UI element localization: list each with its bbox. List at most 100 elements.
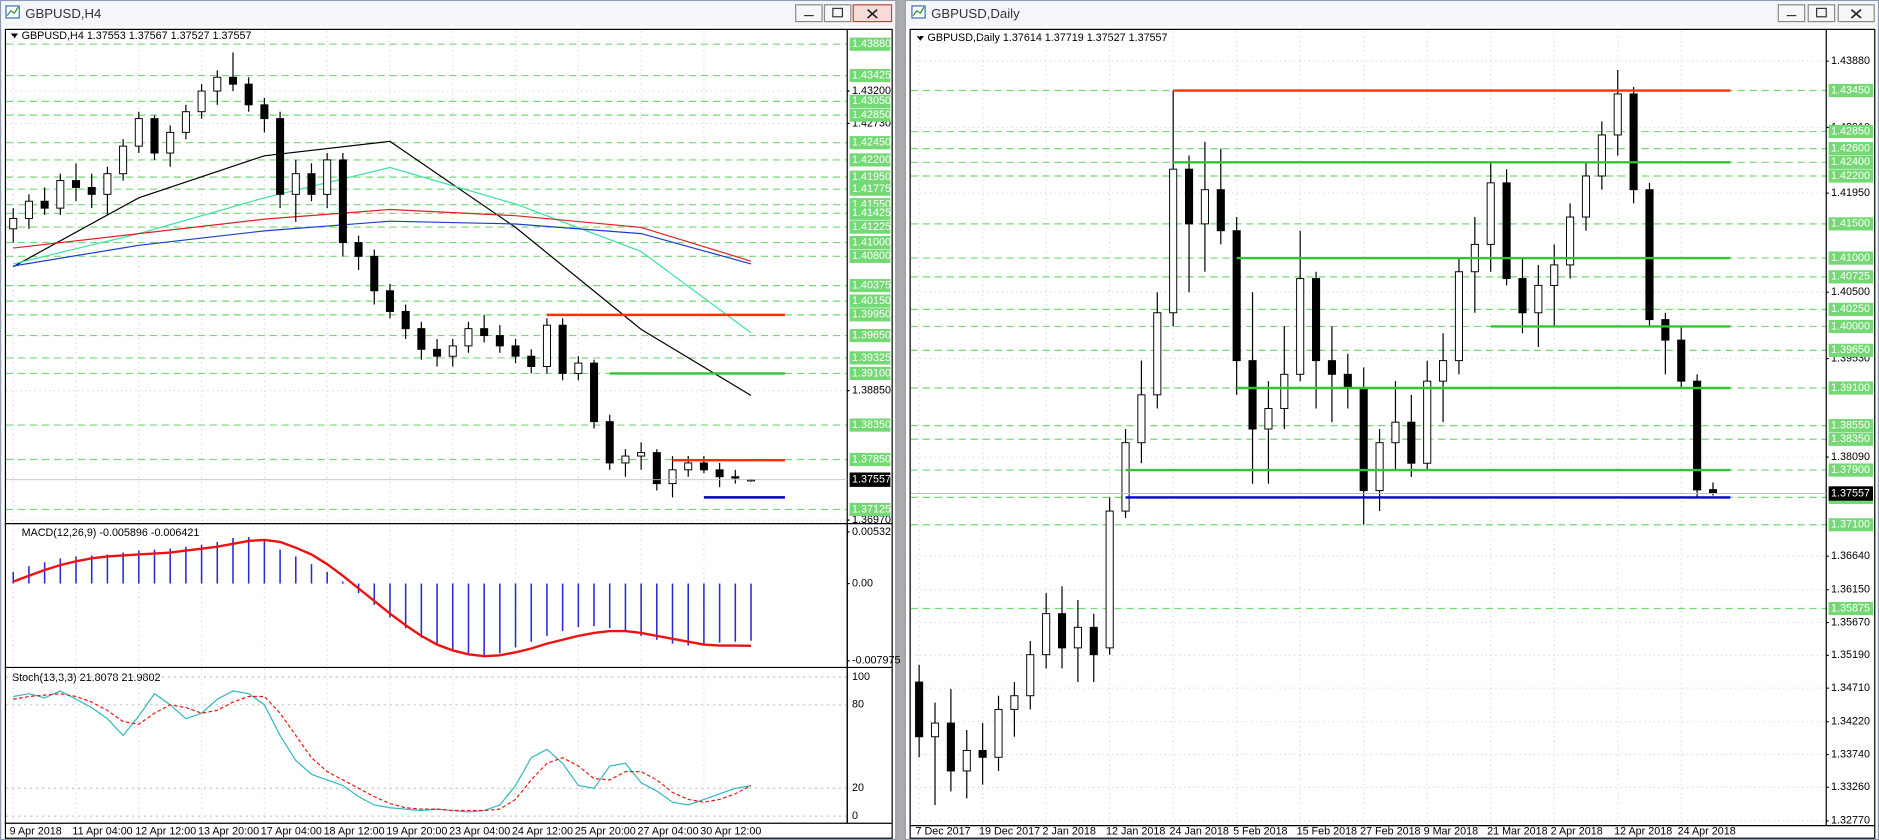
level-label: 1.42400 xyxy=(1831,156,1870,168)
level-label-box xyxy=(849,182,891,196)
candle-body xyxy=(1343,373,1352,389)
candle-body xyxy=(181,111,190,133)
level-label-box xyxy=(849,328,891,343)
x-tick-label: 24 Apr 2018 xyxy=(1678,825,1736,837)
candle-body xyxy=(9,217,18,230)
candle-body xyxy=(323,159,332,195)
candle-body xyxy=(448,345,457,357)
y-tick-label: 1.43880 xyxy=(1831,55,1870,67)
level-label: 1.42200 xyxy=(852,154,891,166)
candle-body xyxy=(1216,189,1225,232)
candle-body xyxy=(1566,216,1575,266)
candle-body xyxy=(946,722,955,772)
x-tick-label: 19 Dec 2017 xyxy=(979,825,1040,837)
minimize-button[interactable] xyxy=(795,4,823,23)
maximize-button[interactable] xyxy=(823,4,852,23)
minimize-button[interactable] xyxy=(1777,4,1806,23)
x-tick-label: 2 Jan 2018 xyxy=(1043,825,1096,837)
y-tick-label: 1.34220 xyxy=(1831,716,1870,728)
moving-average xyxy=(13,220,752,267)
candle-body xyxy=(134,118,143,147)
window-icon-graph xyxy=(912,6,925,16)
x-tick-label: 23 Apr 04:00 xyxy=(449,825,510,837)
y-tick-label: -0.007975 xyxy=(852,655,901,667)
candle-body xyxy=(276,118,285,195)
candle-body xyxy=(731,476,740,479)
candle-body xyxy=(1407,421,1416,464)
chart-menu-arrow[interactable] xyxy=(10,33,19,39)
last-price-box xyxy=(1828,486,1873,501)
x-tick-label: 11 Apr 04:00 xyxy=(72,825,132,837)
candle-body xyxy=(1137,394,1146,444)
candle-body xyxy=(574,362,583,374)
candle-body xyxy=(1312,278,1321,362)
candle-body xyxy=(480,328,489,337)
y-tick-label: 1.42730 xyxy=(852,117,891,129)
macd-label: MACD(12,26,9) -0.005896 -0.006421 xyxy=(22,527,200,539)
x-tick-label: 25 Apr 20:00 xyxy=(575,825,636,837)
candle-body xyxy=(527,355,536,368)
level-label-box xyxy=(849,249,891,263)
level-label-box xyxy=(849,68,891,83)
candle-body xyxy=(1105,510,1114,649)
candle-body xyxy=(1073,626,1082,649)
level-label: 1.41000 xyxy=(1831,252,1870,264)
candle-body xyxy=(1264,408,1273,430)
candle-body xyxy=(150,118,159,154)
candle-body xyxy=(930,722,940,738)
y-tick-label: 1.33260 xyxy=(1831,781,1870,793)
title-bar[interactable] xyxy=(1,1,896,27)
stoch-signal xyxy=(13,693,752,812)
y-tick-label: 1.40500 xyxy=(1831,286,1870,298)
level-label-box xyxy=(1828,381,1873,395)
candle-body xyxy=(684,462,693,471)
chart-menu-arrow[interactable] xyxy=(916,35,924,41)
candle-body xyxy=(1439,360,1448,382)
level-label-box xyxy=(849,502,891,517)
y-tick-label: 0 xyxy=(852,810,858,822)
candle-body xyxy=(1645,189,1654,321)
x-tick-label: 5 Feb 2018 xyxy=(1233,825,1287,837)
x-tick-label: 15 Feb 2018 xyxy=(1297,825,1357,837)
level-label: 1.41000 xyxy=(852,236,891,248)
level-label: 1.43880 xyxy=(852,38,891,50)
candle-body xyxy=(370,255,379,292)
x-tick-label: 12 Apr 12:00 xyxy=(135,825,196,837)
level-label: 1.39950 xyxy=(852,309,891,321)
candle-body xyxy=(1581,175,1591,218)
level-label-box xyxy=(1828,319,1873,334)
candle-body xyxy=(1629,93,1638,191)
candle-body xyxy=(637,452,646,457)
level-label-box xyxy=(1828,601,1873,616)
level-label-box xyxy=(1828,302,1873,316)
candle-body xyxy=(213,76,222,92)
candle-body xyxy=(495,335,504,347)
level-label-box xyxy=(1828,343,1873,357)
y-tick-label: 0.00532 xyxy=(852,526,891,538)
moving-average xyxy=(13,208,752,262)
candle-body xyxy=(621,455,630,464)
candle-body xyxy=(1423,380,1432,464)
level-label: 1.40800 xyxy=(852,250,891,262)
level-label-box xyxy=(849,170,891,184)
last-price-label: 1.37557 xyxy=(1831,487,1870,499)
level-label-box xyxy=(849,294,891,308)
candle-body xyxy=(1597,134,1606,177)
y-tick-label: 80 xyxy=(852,699,864,711)
candle-body xyxy=(354,242,363,257)
level-label-box xyxy=(849,108,891,122)
maximize-button[interactable] xyxy=(1807,4,1836,23)
y-tick-label: 1.38850 xyxy=(852,384,891,396)
level-label-box xyxy=(1828,270,1873,284)
candle-body xyxy=(511,345,520,357)
y-tick-label: 1.43200 xyxy=(852,85,891,97)
level-label-box xyxy=(849,366,891,381)
level-label-box xyxy=(849,452,891,467)
candle-body xyxy=(558,324,567,374)
level-label: 1.43450 xyxy=(1831,84,1870,96)
level-label-box xyxy=(1828,142,1873,156)
candle-body xyxy=(1327,360,1336,375)
title-bar[interactable] xyxy=(905,1,1878,27)
level-label-box xyxy=(849,279,891,293)
candle-body xyxy=(385,290,394,312)
